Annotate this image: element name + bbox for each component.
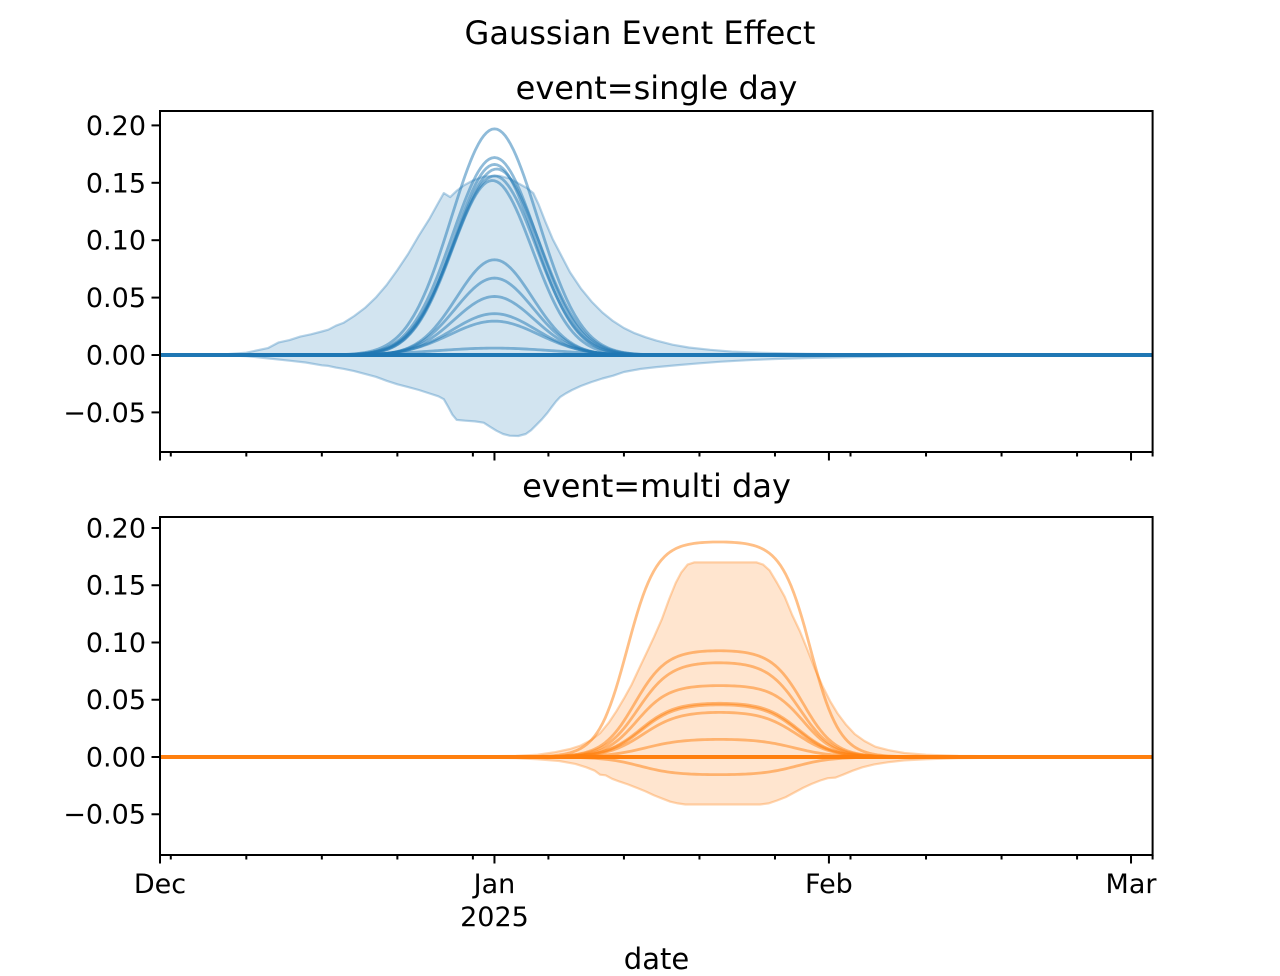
y-tick-label: 0.05 [86, 283, 146, 314]
x-tick-label: Feb [805, 869, 853, 900]
y-tick-label: 0.15 [86, 168, 146, 199]
y-tick-label: 0.15 [86, 571, 146, 602]
y-tick-label: 0.20 [86, 513, 146, 544]
y-tick-label: 0.00 [86, 340, 146, 371]
subplot-title-multi-day: event=multi day [522, 467, 791, 505]
y-tick-label: 0.10 [86, 628, 146, 659]
y-tick-label: 0.10 [86, 226, 146, 257]
x-tick-label: Dec [134, 869, 186, 900]
event-effect-curve-draw-3 [160, 163, 1153, 357]
x-year-label: 2025 [460, 902, 529, 933]
event-effect-curve-draw-1 [160, 127, 1153, 357]
axes-spines [159, 110, 1154, 453]
x-tick-label: Jan [472, 869, 516, 900]
event-effect-curve-draw-5 [160, 174, 1153, 357]
event-effect-curve-draw-2 [160, 156, 1153, 357]
axes-spines [159, 516, 1154, 856]
y-tick-label: −0.05 [63, 800, 146, 831]
x-tick-label: Mar [1106, 869, 1158, 900]
uncertainty-band [223, 174, 1153, 438]
plot-area-multi-day [160, 540, 1153, 806]
y-tick-label: 0.20 [86, 111, 146, 142]
subplot-title-single-day: event=single day [515, 69, 798, 107]
event-effect-curve-draw-4 [160, 167, 1153, 357]
event-effect-curve-draw-6 [160, 179, 1153, 357]
y-tick-label: 0.00 [86, 742, 146, 773]
figure-title: Gaussian Event Effect [464, 14, 816, 52]
plot-area-single-day [160, 127, 1153, 438]
y-tick-label: −0.05 [63, 398, 146, 429]
y-tick-label: 0.05 [86, 685, 146, 716]
uncertainty-band [471, 561, 1153, 806]
